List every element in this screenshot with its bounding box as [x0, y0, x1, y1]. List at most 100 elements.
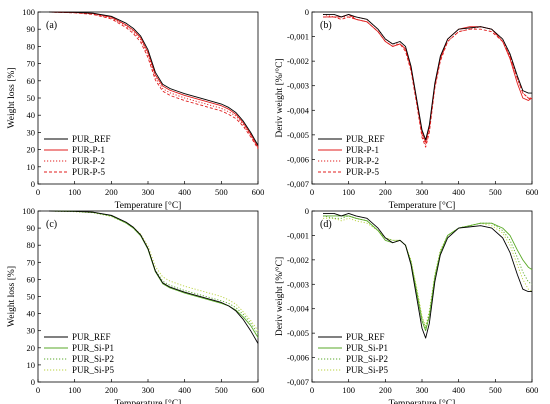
x-tick-label: 600 [252, 385, 265, 395]
y-tick-label: -0,001 [287, 230, 309, 240]
x-tick-label: 300 [142, 385, 155, 395]
series-line [48, 210, 259, 344]
y-tick-label: 70 [27, 257, 36, 267]
y-tick-label: -0,004 [287, 105, 310, 115]
y-axis-label: Weight loss [%] [7, 266, 17, 327]
series-line [322, 215, 533, 329]
x-tick-label: 600 [526, 187, 539, 197]
series-line [48, 210, 259, 331]
y-tick-label: 90 [27, 223, 36, 233]
series-line [48, 210, 259, 335]
y-tick-label: -0,003 [287, 81, 309, 91]
y-tick-label: 50 [27, 292, 36, 302]
y-tick-label: -0,006 [287, 353, 309, 363]
y-tick-label: 0 [31, 377, 35, 387]
series-line [322, 14, 532, 146]
legend-entry: PUR_Si-P1 [346, 343, 388, 353]
legend-entry: PUR-P-2 [346, 156, 379, 166]
y-tick-label: 30 [27, 326, 36, 336]
y-tick-label: 10 [27, 162, 36, 172]
series-line [323, 215, 533, 332]
y-tick-label: 80 [27, 41, 36, 51]
series-line [323, 14, 533, 143]
x-tick-label: 100 [342, 187, 355, 197]
chart-panel-2: 0 100 200 300 400 500 600 0 10 20 30 40 50 60 70 80 90 10… [7, 206, 264, 404]
y-axis-label: Deriv weight [%/°C] [274, 58, 285, 137]
y-tick-label: -0,005 [287, 328, 309, 338]
plot-frame [37, 11, 259, 185]
y-tick-label: 10 [27, 360, 36, 370]
x-tick-label: 400 [178, 385, 191, 395]
y-axis-label: Weight loss [%] [7, 68, 17, 129]
x-tick-label: 300 [416, 385, 429, 395]
x-tick-label: 0 [310, 385, 314, 395]
x-tick-label: 0 [36, 385, 40, 395]
x-tick-label: 500 [215, 385, 228, 395]
y-tick-label: -0,001 [287, 32, 309, 42]
y-axis-label: Deriv weight [%/°C] [274, 257, 285, 336]
y-tick-label: 30 [27, 127, 36, 137]
x-tick-label: 0 [310, 187, 314, 197]
x-tick-label: 100 [68, 187, 81, 197]
y-tick-label: 100 [22, 7, 35, 17]
y-tick-label: -0,005 [287, 130, 309, 140]
x-tick-label: 400 [178, 187, 191, 197]
legend-entry: PUR_REF [72, 134, 111, 144]
legend-entry: PUR_REF [346, 134, 385, 144]
x-tick-label: 500 [489, 385, 502, 395]
chart-panel-3: 0 100 200 300 400 500 600 0 -0,001 -0,002 -0,003 -0… [274, 206, 538, 404]
y-tick-label: 50 [27, 93, 36, 103]
x-tick-label: 500 [215, 187, 228, 197]
series-line [323, 212, 532, 339]
series-line [323, 14, 532, 141]
y-tick-label: 40 [27, 110, 36, 120]
x-tick-label: 500 [489, 187, 502, 197]
y-tick-label: 0 [305, 7, 309, 17]
legend-entry: PUR-P-5 [72, 167, 106, 177]
legend-entry: PUR_Si-P1 [72, 343, 114, 353]
legend-entry: PUR_Si-P2 [72, 354, 114, 364]
series-line [323, 217, 533, 327]
plot-frame [37, 210, 259, 383]
chart-panel-0: 0 100 200 300 400 500 600 0 10 20 30 40 50 60 70 80 90 10… [7, 7, 264, 211]
x-tick-label: 100 [342, 385, 355, 395]
y-tick-label: -0,006 [287, 154, 309, 164]
y-tick-label: 0 [31, 179, 35, 189]
y-tick-label: 40 [27, 309, 36, 319]
legend-entry: PUR_Si-P5 [346, 365, 389, 375]
x-tick-label: 200 [105, 385, 118, 395]
y-tick-label: -0,007 [287, 179, 309, 189]
y-tick-label: -0,004 [287, 304, 310, 314]
legend-entry: PUR-P-2 [72, 156, 105, 166]
legend-entry: PUR-P-1 [346, 145, 379, 155]
x-tick-label: 0 [36, 187, 40, 197]
legend-entry: PUR_REF [72, 332, 111, 342]
y-tick-label: 20 [27, 145, 36, 155]
y-tick-label: 100 [22, 206, 35, 216]
y-tick-label: 0 [305, 206, 309, 216]
series-line [48, 11, 259, 149]
x-axis-label: Temperature [°C] [115, 398, 182, 404]
x-tick-label: 400 [452, 187, 465, 197]
legend-entry: PUR_REF [346, 332, 385, 342]
y-tick-label: 80 [27, 240, 36, 250]
chart-panel-1: 0 100 200 300 400 500 600 0 -0,001 -0,002 -0,003 -0… [274, 7, 538, 211]
x-tick-label: 200 [105, 187, 118, 197]
series-line [48, 210, 259, 338]
y-tick-label: -0,007 [287, 377, 309, 387]
y-tick-label: 90 [27, 24, 36, 34]
x-axis-label: Temperature [°C] [389, 200, 456, 211]
y-tick-label: 60 [27, 76, 36, 86]
x-axis-label: Temperature [°C] [115, 200, 182, 211]
panel-label: (a) [46, 20, 57, 31]
series-line [48, 11, 259, 148]
x-tick-label: 400 [452, 385, 465, 395]
x-tick-label: 300 [142, 187, 155, 197]
legend-entry: PUR_Si-P5 [72, 365, 115, 375]
legend-entry: PUR_Si-P2 [346, 354, 388, 364]
y-tick-label: -0,002 [287, 56, 309, 66]
legend-entry: PUR-P-1 [72, 145, 105, 155]
series-line [323, 16, 533, 148]
x-tick-label: 600 [252, 187, 265, 197]
